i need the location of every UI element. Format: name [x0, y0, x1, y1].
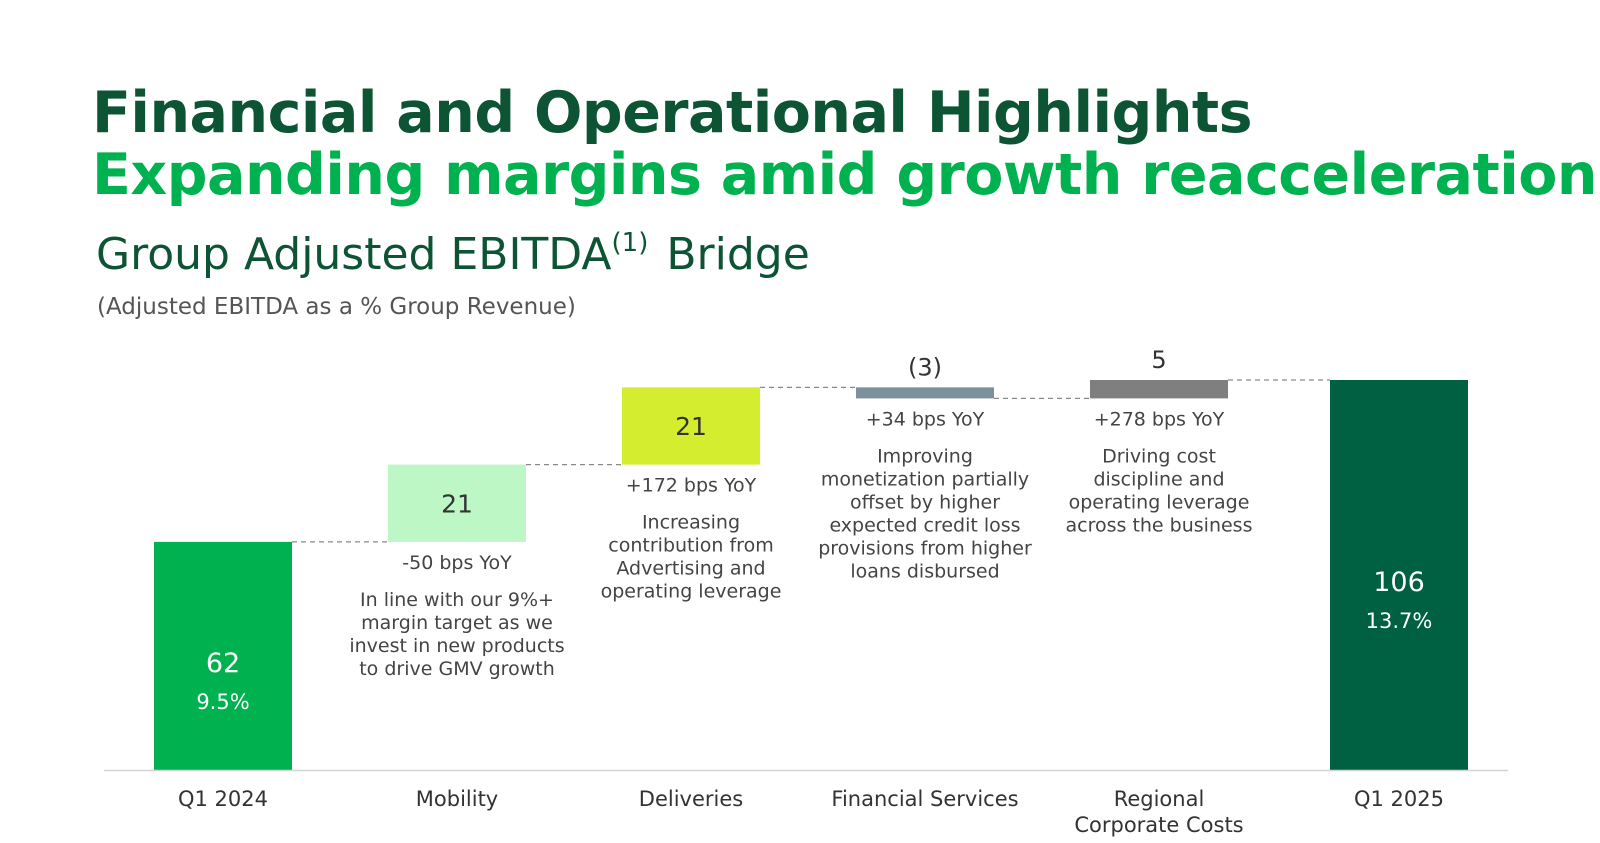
note-line-3-4: provisions from higher: [818, 537, 1032, 559]
note-line-3-0: Improving: [877, 445, 973, 467]
yoy-label-2: +172 bps YoY: [626, 475, 757, 497]
bar-0: [154, 541, 292, 770]
note-line-2-2: Advertising and: [616, 558, 765, 580]
margin-label-5: 13.7%: [1366, 609, 1433, 633]
page-title: Financial and Operational Highlights: [92, 80, 1253, 146]
note-line-4-1: discipline and: [1093, 468, 1224, 490]
note-line-1-1: margin target as we: [361, 612, 553, 634]
note-line-2-1: contribution from: [608, 535, 773, 557]
chart-title: Group Adjusted EBITDA(1) Bridge: [96, 228, 810, 280]
note-line-3-1: monetization partially: [821, 468, 1029, 490]
category-label-2-0: Deliveries: [639, 787, 743, 811]
note-line-2-0: Increasing: [642, 512, 740, 534]
chart-title-footnote: (1): [611, 228, 649, 258]
note-line-2-3: operating leverage: [601, 581, 782, 603]
value-label-4: 5: [1151, 346, 1166, 374]
chart-subtitle: (Adjusted EBITDA as a % Group Revenue): [97, 294, 576, 320]
value-label-5: 106: [1373, 567, 1425, 598]
note-line-3-3: expected credit loss: [829, 514, 1020, 536]
bar-2: [622, 387, 760, 465]
yoy-label-3: +34 bps YoY: [866, 408, 985, 430]
chart-title-suffix: Bridge: [666, 229, 810, 280]
margin-label-0: 9.5%: [196, 690, 249, 714]
yoy-label-4: +278 bps YoY: [1094, 408, 1225, 430]
note-line-4-2: operating leverage: [1069, 491, 1250, 513]
page-subtitle: Expanding margins amid growth reaccelera…: [92, 142, 1597, 208]
note-line-1-3: to drive GMV growth: [359, 658, 555, 680]
note-line-1-0: In line with our 9%+: [360, 589, 554, 611]
value-label-3: (3): [908, 353, 942, 381]
note-line-3-2: offset by higher: [850, 491, 1000, 513]
category-label-3-0: Financial Services: [831, 787, 1018, 811]
category-label-4-0: Regional: [1114, 787, 1205, 811]
value-label-0: 62: [206, 648, 240, 679]
category-label-1-0: Mobility: [416, 787, 498, 811]
note-line-3-5: loans disbursed: [850, 560, 999, 582]
value-label-1: 21: [441, 489, 473, 518]
bar-3: [856, 387, 994, 399]
category-label-0-0: Q1 2024: [178, 787, 268, 811]
category-label-5-0: Q1 2025: [1354, 787, 1444, 811]
bar-4: [1090, 380, 1228, 399]
note-line-1-2: invest in new products: [349, 635, 564, 657]
chart-title-text: Group Adjusted EBITDA: [96, 229, 612, 280]
bar-5: [1330, 380, 1468, 770]
yoy-label-1: -50 bps YoY: [402, 552, 512, 574]
note-line-4-0: Driving cost: [1102, 445, 1216, 467]
value-label-2: 21: [675, 412, 707, 441]
note-line-4-3: across the business: [1066, 514, 1253, 536]
bar-1: [388, 464, 526, 542]
category-label-4-1: Corporate Costs: [1074, 813, 1243, 837]
